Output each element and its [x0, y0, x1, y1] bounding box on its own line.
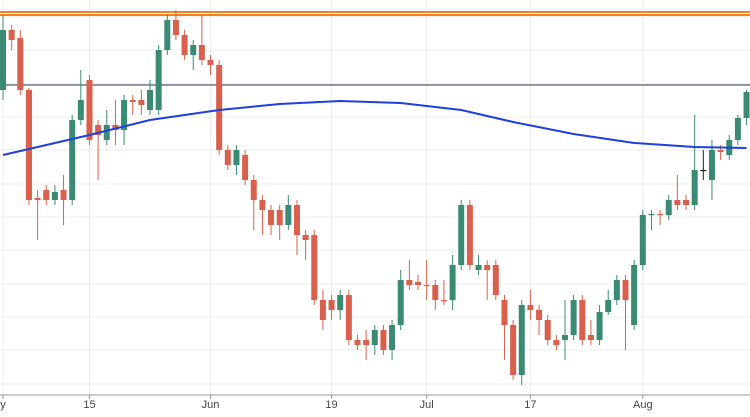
candle-body	[345, 295, 352, 340]
candle-body	[553, 340, 560, 345]
candle-body	[155, 50, 162, 110]
candle-body	[69, 120, 76, 200]
candle-body	[561, 335, 568, 340]
candle-body	[43, 190, 50, 200]
candle-body	[613, 280, 620, 300]
x-tick-label: Jul	[420, 399, 434, 411]
candle-body	[276, 210, 283, 225]
candle-body	[0, 30, 7, 90]
candle-body	[319, 300, 326, 320]
candle-body	[60, 190, 67, 200]
candle-body	[172, 20, 179, 35]
candle-body	[570, 300, 577, 335]
candle-body	[363, 340, 370, 345]
candle-body	[242, 155, 249, 180]
x-tick-label: Jun	[202, 399, 220, 411]
candle-body	[415, 282, 422, 285]
candle-body	[674, 200, 681, 205]
candle-body	[432, 285, 439, 300]
candle-body	[17, 38, 24, 90]
candle-body	[129, 100, 136, 102]
candle-body	[665, 200, 672, 215]
candle-body	[328, 300, 335, 310]
candle-body	[233, 150, 240, 165]
candle-body	[77, 100, 84, 120]
candle-body	[631, 265, 638, 325]
candle-body	[423, 285, 430, 287]
candle-body	[622, 280, 629, 300]
candle-body	[293, 205, 300, 235]
candle-body	[501, 300, 508, 325]
candle-body	[717, 150, 724, 152]
moving-average	[2, 99, 747, 156]
candle-body	[639, 215, 646, 265]
candle-body	[8, 30, 15, 40]
candle-body	[510, 325, 517, 375]
candle-body	[389, 325, 396, 350]
candle-body	[587, 335, 594, 340]
x-tick-label: 19	[325, 399, 337, 411]
candle-body	[440, 300, 447, 302]
candle-body	[475, 265, 482, 270]
candle-body	[86, 80, 93, 140]
candle-body	[380, 330, 387, 350]
candle-body	[112, 125, 119, 130]
candle-body	[648, 214, 655, 216]
x-tick-label: Aug	[633, 399, 653, 411]
candle-body	[103, 125, 110, 140]
candle-body	[181, 35, 188, 55]
candle-body	[224, 150, 231, 165]
candle-body	[536, 310, 543, 320]
candle-body	[466, 205, 473, 265]
candle-body	[518, 305, 525, 375]
x-tick-label: 17	[524, 399, 536, 411]
candle-body	[700, 170, 707, 172]
candle-body	[207, 60, 214, 65]
candle-body	[683, 200, 690, 205]
candle-body	[147, 90, 153, 110]
candle-body	[397, 280, 404, 325]
candle-body	[544, 320, 551, 340]
candle-body	[708, 150, 715, 180]
candle-body	[657, 214, 664, 216]
candle-body	[51, 192, 58, 200]
candle-body	[164, 20, 171, 50]
candle-body	[121, 100, 128, 130]
candle-body	[354, 340, 361, 345]
candle-body	[302, 235, 309, 240]
candle-body	[34, 198, 41, 200]
candle-body	[311, 235, 318, 300]
candle-body	[259, 200, 266, 210]
candle-body	[406, 280, 413, 285]
candle-body	[579, 300, 586, 340]
candle-body	[527, 305, 534, 310]
candle-body	[596, 312, 603, 340]
candle-body	[605, 300, 612, 312]
candle-body	[337, 295, 344, 310]
candle-body	[216, 65, 223, 150]
candle-body	[138, 100, 145, 105]
candle-body	[484, 265, 491, 270]
candle-body	[198, 45, 205, 60]
candle-body	[25, 90, 32, 200]
x-tick-label: 15	[83, 399, 95, 411]
candle-body	[250, 180, 257, 200]
candle-body	[190, 45, 197, 55]
candle-body	[95, 125, 102, 135]
x-tick-label: y	[0, 399, 6, 411]
candle-body	[734, 118, 741, 140]
candle-body	[268, 210, 275, 225]
candle-body	[285, 205, 292, 225]
candle-body	[492, 265, 499, 295]
candle-body	[691, 170, 698, 205]
candle-body	[371, 330, 378, 345]
candle-body	[458, 205, 465, 265]
candle-body	[449, 265, 456, 300]
candle-body	[743, 92, 750, 118]
